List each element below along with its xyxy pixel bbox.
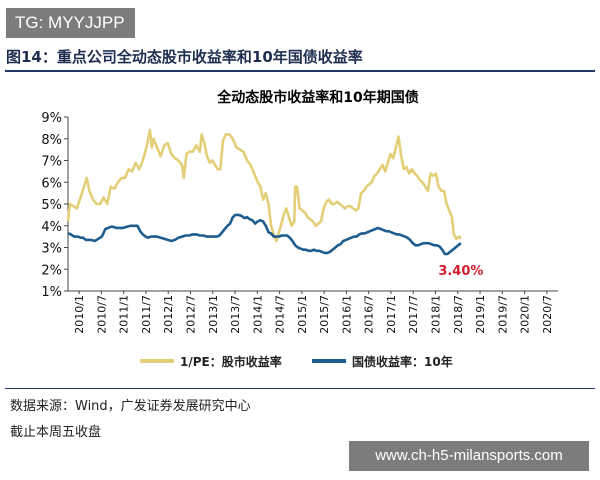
y-tick-label: 5% [41, 198, 62, 213]
x-tick-label: 2020/1 [519, 295, 532, 334]
x-tick-label: 2010/1 [73, 295, 86, 334]
x-tick-label: 2015/1 [296, 295, 309, 334]
footer-rule [5, 388, 595, 389]
chart: 全动态股市收益率和10年期国债 9% 8% 7% 6% 5% 4% 3% 2% 1% 2010/1… [41, 89, 558, 369]
x-tick-label: 2013/1 [207, 295, 220, 334]
y-tick-label: 6% [41, 176, 62, 191]
y-tick-label: 7% [41, 155, 62, 170]
x-tick-label: 2015/7 [318, 295, 331, 334]
y-tick-label: 8% [41, 133, 62, 148]
legend: 1/PE：股市收益率 国债收益率：10年 [140, 354, 453, 369]
y-tick-label: 2% [41, 263, 62, 278]
x-tick-label: 2017/1 [385, 295, 398, 334]
y-tick-label: 9% [41, 111, 62, 126]
y-tick-label: 1% [41, 285, 62, 300]
chart-title: 全动态股市收益率和10年期国债 [216, 89, 418, 106]
latest-value-annotation: 3.40% [438, 264, 483, 279]
chart-axes: 9% 8% 7% 6% 5% 4% 3% 2% 1% 2010/1 2010/7 2011/1 2011… [41, 111, 558, 334]
x-tick-label: 2016/1 [340, 295, 353, 334]
x-tick-label: 2011/1 [118, 295, 131, 334]
x-tick-label: 2019/7 [496, 295, 509, 334]
watermark-top: TG: MYYJJPP [6, 8, 135, 38]
x-tick-label: 2012/7 [185, 295, 198, 334]
x-tick-label: 2020/7 [541, 295, 554, 334]
figure-title: 图14：重点公司全动态股市收益率和10年国债收益率 [6, 48, 363, 66]
series-line-stock-yield [66, 128, 462, 243]
x-tick-label: 2010/7 [95, 295, 108, 334]
x-tick-label: 2014/7 [274, 295, 287, 334]
series-line-bond-yield [67, 213, 462, 256]
legend-label-stock-yield: 1/PE：股市收益率 [180, 354, 282, 369]
source-text: 数据来源：Wind，广发证券发展研究中心 [10, 399, 251, 414]
y-tick-label: 3% [41, 242, 62, 257]
x-tick-label: 2012/1 [162, 295, 175, 334]
y-tick-label: 4% [41, 220, 62, 235]
x-tick-label: 2011/7 [140, 295, 153, 334]
x-tick-label: 2018/7 [452, 295, 465, 334]
x-tick-label: 2018/1 [430, 295, 443, 334]
series-layer [66, 128, 462, 256]
x-tick-label: 2016/7 [363, 295, 376, 334]
note-text: 截止本周五收盘 [10, 425, 102, 440]
watermark-bottom: www.ch-h5-milansports.com [349, 441, 589, 471]
x-tick-label: 2017/7 [407, 295, 420, 334]
x-tick-label: 2019/1 [474, 295, 487, 334]
title-rule [5, 70, 595, 72]
legend-label-bond-yield: 国债收益率：10年 [352, 354, 453, 369]
x-tick-label: 2013/7 [229, 295, 242, 334]
x-tick-label: 2014/1 [251, 295, 264, 334]
